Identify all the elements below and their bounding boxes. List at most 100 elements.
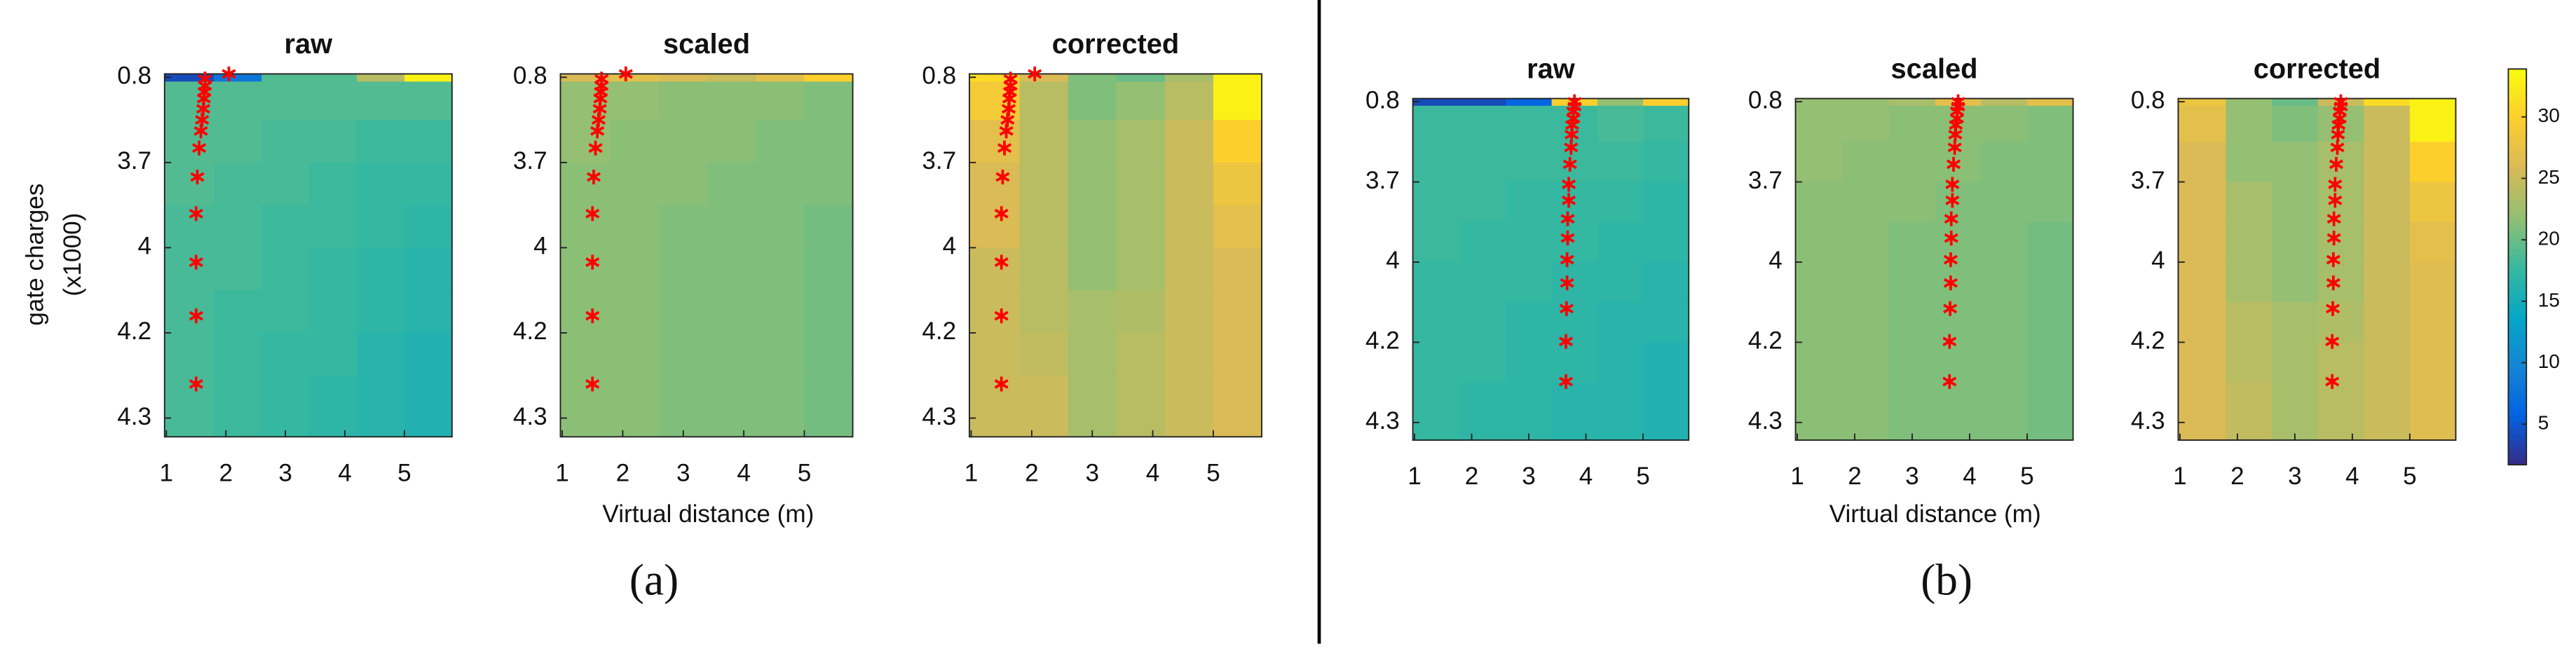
heat-cell [357, 332, 405, 376]
star-marker [1947, 139, 1962, 155]
heat-cell [2226, 105, 2272, 143]
heat-cell [1551, 221, 1598, 263]
x-tick-label: 5 [798, 459, 812, 486]
heat-cell [1116, 247, 1166, 291]
colorbar-swatch [2508, 334, 2527, 342]
x-tick-label: 3 [2288, 463, 2302, 490]
heat-cell [1597, 221, 1644, 263]
star-marker [1562, 193, 1576, 208]
heat-cell [707, 375, 757, 437]
heat-cell [611, 332, 660, 376]
heat-cell [1019, 375, 1069, 437]
star-marker [222, 66, 236, 81]
heat-cell [1889, 342, 1936, 383]
heat-cell [261, 81, 310, 121]
panel-title: raw [284, 29, 333, 60]
star-marker [2328, 177, 2343, 192]
heat-cell [164, 120, 214, 163]
heat-cell [404, 162, 453, 206]
heat-cell [2026, 261, 2074, 303]
heat-cell [2409, 221, 2457, 263]
colorbar-tick-label: 15 [2538, 289, 2560, 310]
colorbar-swatch [2508, 87, 2527, 95]
x-tick-label: 2 [1848, 463, 1862, 490]
x-tick-label: 5 [2020, 463, 2034, 490]
heat-cell [1643, 98, 1689, 107]
heat-cell [1506, 105, 1553, 143]
y-tick-label: 4.3 [1748, 407, 1783, 435]
star-marker [1560, 231, 1575, 246]
y-tick-label: 4 [943, 233, 957, 260]
heat-cell [1116, 290, 1166, 334]
heat-cell [404, 74, 453, 83]
panel-title: corrected [1052, 29, 1180, 60]
y-tick-label: 4.2 [922, 317, 956, 345]
star-marker [1945, 177, 1960, 192]
y-tick-label: 4.2 [1365, 327, 1400, 355]
panel-title: scaled [1891, 53, 1978, 84]
heat-cell [309, 120, 357, 163]
heat-cell [2409, 182, 2457, 223]
heat-cell [1460, 382, 1507, 441]
x-tick-label: 2 [1025, 459, 1039, 486]
heat-cell [1643, 302, 1689, 343]
heat-cell [969, 74, 1021, 83]
heat-cell [2409, 98, 2457, 107]
star-marker [1943, 252, 1958, 268]
colorbar-swatch [2508, 229, 2527, 237]
heat-cell [404, 375, 453, 437]
heat-cell [1164, 247, 1214, 291]
heat-cell [1795, 342, 1844, 383]
star-marker [2326, 231, 2341, 246]
heat-cell [1889, 182, 1936, 223]
heat-cell [1981, 221, 2028, 263]
heat-cell [1213, 81, 1262, 121]
heat-cell [804, 74, 854, 83]
heat-cell [2364, 302, 2411, 343]
star-marker [1559, 301, 1574, 316]
heat-cell [2409, 105, 2457, 143]
colorbar-swatch [2508, 100, 2527, 107]
heat-cell [1460, 261, 1507, 303]
heat-cell [1935, 302, 1982, 343]
heat-cell [1412, 105, 1461, 143]
x-tick-label: 5 [1206, 459, 1220, 486]
heat-cell [2026, 382, 2074, 441]
heat-cell [1460, 98, 1507, 107]
heat-cell [1597, 382, 1644, 441]
star-marker [994, 308, 1009, 324]
heat-cell [611, 290, 660, 334]
colorbar-swatch [2508, 285, 2527, 292]
colorbar-swatch [2508, 254, 2527, 261]
x-axis-label: Virtual distance (m) [1829, 500, 2041, 528]
axes-frame [559, 73, 854, 438]
heat-cell [969, 162, 1021, 206]
heat-cell [1412, 261, 1461, 303]
heat-cell [1019, 290, 1069, 334]
colorbar-swatch [2508, 143, 2527, 150]
heat-cell [2272, 382, 2319, 441]
heat-cell [309, 290, 357, 334]
heat-cell [1412, 382, 1461, 441]
heat-cell [707, 332, 757, 376]
star-marker [2326, 275, 2340, 291]
heat-cell [261, 375, 310, 437]
heat-cell [2026, 142, 2074, 183]
heat-cell [1981, 342, 2028, 383]
heat-cell [560, 120, 611, 163]
heat-cell [2178, 98, 2227, 107]
heat-cell [357, 81, 405, 121]
heat-cell [659, 290, 709, 334]
heat-cell [659, 162, 709, 206]
colorbar-swatch [2508, 384, 2527, 391]
heat-cell [261, 120, 310, 163]
colorbar-swatch [2508, 446, 2527, 453]
star-marker [189, 254, 203, 270]
heat-cell [2317, 382, 2364, 441]
heat-cell [1506, 142, 1553, 183]
heat-cell [1116, 120, 1166, 163]
heat-cell [1795, 182, 1844, 223]
heat-cell [1116, 332, 1166, 376]
heat-cell [611, 247, 660, 291]
axes-frame [968, 73, 1262, 438]
